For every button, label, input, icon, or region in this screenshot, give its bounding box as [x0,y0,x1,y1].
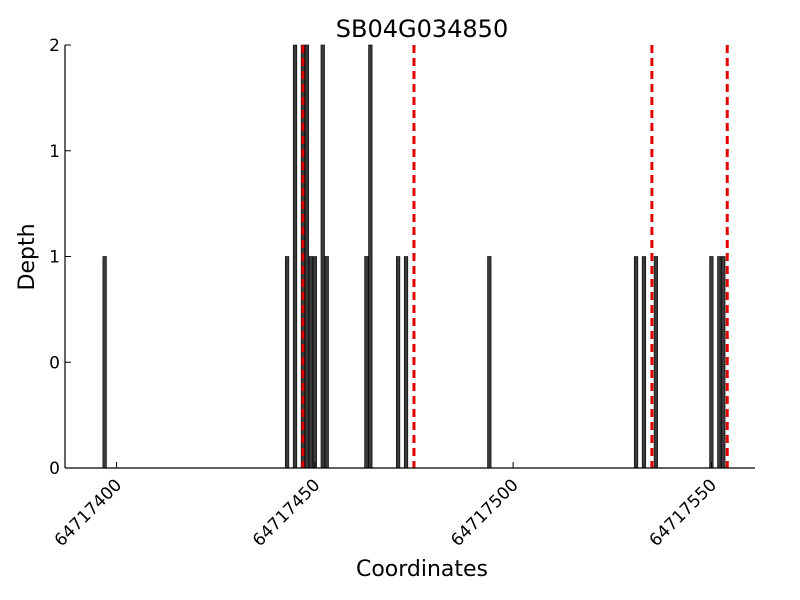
x-axis-label: Coordinates [356,557,488,582]
bar-0-5 [308,256,313,469]
reference-lines-group [301,45,729,468]
y-tick-label: 2 [49,36,60,56]
y-tick-label: 1 [49,142,60,162]
bar-0-9 [364,256,369,469]
x-tick-label: 64717500 [447,475,522,550]
bar-0-11 [396,256,401,469]
x-tick-label: 64717550 [646,475,721,550]
bar-0-7 [320,44,325,469]
x-ticks-group: 64717400 64717450 64717500 64717550 [51,462,721,551]
bar-0-10 [368,44,373,469]
y-tick-label: 0 [49,353,60,373]
chart-title: SB04G034850 [336,15,508,43]
bar-0-18 [717,256,722,469]
bar-0-13 [487,256,492,469]
bar-0-6 [312,256,317,469]
bar-0-19 [721,256,726,469]
bar-0-15 [641,256,647,469]
x-tick-label: 64717400 [51,475,126,550]
bar-0-17 [709,256,714,469]
bar-0-0 [102,256,107,469]
y-axis-label: Depth [15,223,40,290]
plot-area [102,44,729,469]
y-ticks-group: 0 0 1 1 2 [49,36,71,479]
bar-0-8 [324,256,329,469]
bar-0-1 [284,256,290,469]
bar-0-14 [633,256,639,469]
y-tick-label: 0 [49,459,60,479]
bar-0-12 [403,256,409,469]
bar-0-4 [304,44,309,469]
y-tick-label: 1 [49,248,60,268]
bar-0-2 [292,44,298,469]
x-tick-label: 64717450 [249,475,324,550]
bar-0-16 [653,256,658,469]
